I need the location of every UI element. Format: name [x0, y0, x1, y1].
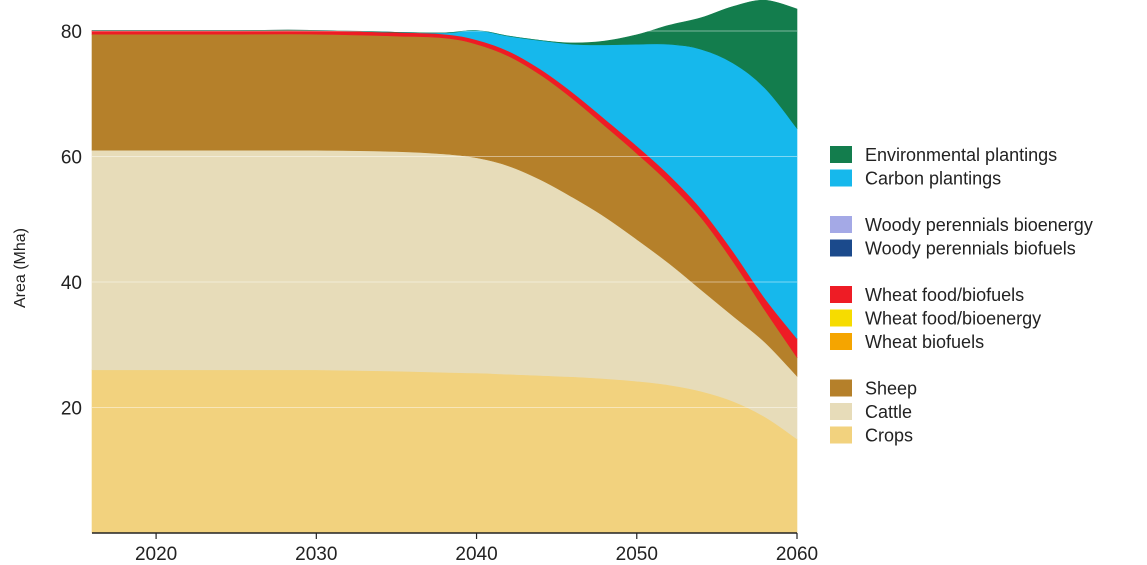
legend-label-crops: Crops — [865, 426, 913, 446]
legend-label-sheep: Sheep — [865, 379, 917, 399]
y-tick-label: 20 — [61, 399, 82, 420]
legend-swatch-wheat-biofuels — [830, 333, 852, 350]
legend-label-wheat-food-biofuels: Wheat food/biofuels — [865, 285, 1024, 305]
legend-label-woody-perennials-bioenergy: Woody perennials bioenergy — [865, 215, 1093, 235]
y-axis: 20 40 60 80 — [61, 22, 82, 420]
y-tick-label: 80 — [61, 22, 82, 43]
legend-swatch-cattle — [830, 403, 852, 420]
legend-swatch-carbon-plantings — [830, 169, 852, 187]
legend-swatch-wheat-food-biofuels — [830, 286, 852, 303]
legend-label-carbon-plantings: Carbon plantings — [865, 169, 1001, 189]
legend: Environmental plantings Carbon plantings W… — [830, 145, 1093, 446]
x-tick-label: 2050 — [616, 544, 658, 565]
legend-swatch-crops — [830, 426, 852, 444]
x-tick-label: 2060 — [776, 544, 818, 565]
legend-swatch-sheep — [830, 379, 852, 397]
area-environmental-plantings — [92, 0, 798, 130]
legend-swatch-environmental-plantings — [830, 146, 852, 163]
area-crops — [91, 369, 798, 534]
y-axis-title: Area (Mha) — [12, 228, 29, 308]
x-tick-label: 2030 — [295, 544, 337, 565]
legend-swatch-woody-perennials-biofuels — [830, 239, 852, 257]
gridlines — [92, 30, 797, 408]
legend-label-wheat-biofuels: Wheat biofuels — [865, 332, 984, 352]
legend-label-cattle: Cattle — [865, 402, 912, 422]
legend-label-wheat-food-bioenergy: Wheat food/bioenergy — [865, 309, 1041, 329]
x-tick-label: 2020 — [135, 544, 177, 565]
area-layer — [91, 0, 798, 534]
y-tick-label: 40 — [61, 273, 82, 294]
x-tick-label: 2040 — [455, 544, 497, 565]
legend-swatch-wheat-food-bioenergy — [830, 309, 852, 327]
legend-swatch-woody-perennials-bioenergy — [830, 216, 852, 233]
legend-label-environmental-plantings: Environmental plantings — [865, 145, 1057, 165]
legend-label-woody-perennials-biofuels: Woody perennials biofuels — [865, 239, 1076, 259]
x-axis: 2020 2030 2040 2050 2060 — [135, 533, 818, 565]
y-tick-label: 60 — [61, 148, 82, 169]
